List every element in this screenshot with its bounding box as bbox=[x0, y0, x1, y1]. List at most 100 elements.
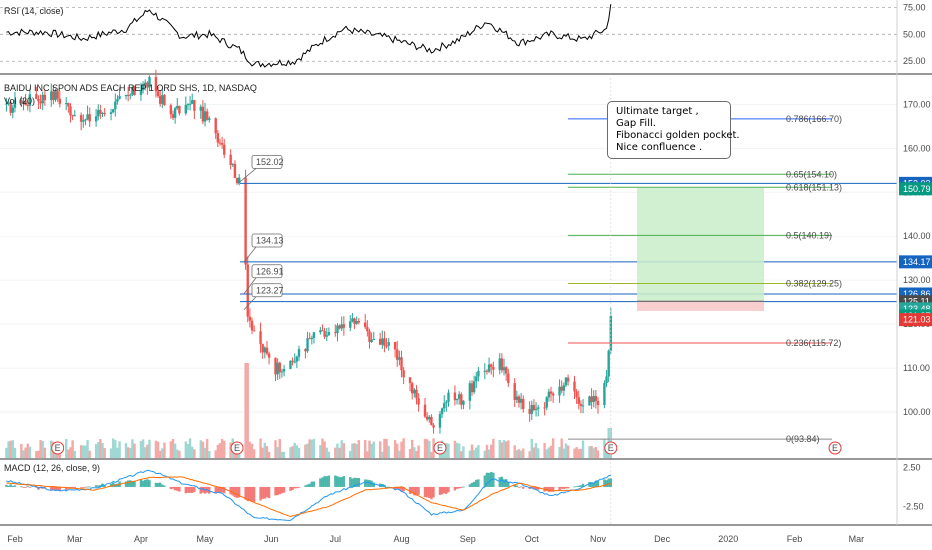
price-callout[interactable]: 152.02 bbox=[237, 155, 284, 184]
annotation-callout[interactable]: Ultimate target , Gap Fill. Fibonacci go… bbox=[607, 101, 740, 159]
macd-histogram-bar bbox=[58, 486, 61, 491]
price-tick-label: 130.00 bbox=[903, 275, 931, 285]
macd-histogram-bar bbox=[398, 486, 401, 490]
candle-body bbox=[289, 360, 292, 369]
fib-level-label: 0(93.84) bbox=[786, 434, 820, 444]
annotation-line-2: Gap Fill. bbox=[616, 118, 656, 129]
macd-histogram-bar bbox=[5, 484, 8, 487]
candle-body bbox=[372, 338, 375, 340]
volume-bar bbox=[423, 438, 427, 458]
earnings-circle bbox=[433, 441, 447, 455]
macd-histogram-bar bbox=[156, 482, 160, 487]
volume-bar bbox=[483, 450, 487, 458]
volume-bar bbox=[114, 440, 117, 458]
volume-bar bbox=[425, 439, 429, 458]
volume-bar bbox=[547, 447, 551, 458]
candle-body bbox=[485, 370, 489, 372]
candle-body bbox=[244, 177, 247, 265]
candle-body bbox=[609, 315, 613, 351]
candle-body bbox=[141, 84, 145, 90]
time-axis-label: Sep bbox=[460, 534, 476, 544]
candle-body bbox=[26, 105, 29, 107]
candle-body bbox=[355, 321, 358, 324]
macd-histogram-bar bbox=[423, 486, 427, 498]
macd-histogram-bar bbox=[161, 484, 164, 487]
volume-bar bbox=[430, 451, 433, 458]
candle-body bbox=[515, 396, 519, 400]
volume-bar bbox=[575, 447, 578, 458]
macd-histogram-bar bbox=[141, 480, 145, 487]
volume-bar bbox=[592, 448, 595, 458]
volume-bar bbox=[323, 441, 326, 458]
earnings-marker[interactable]: E bbox=[51, 441, 65, 455]
candle-body bbox=[596, 400, 600, 405]
price-callout-pointer bbox=[243, 277, 257, 295]
volume-bar bbox=[50, 440, 53, 458]
volume-bar bbox=[41, 440, 44, 458]
macd-histogram-bar bbox=[26, 486, 29, 487]
volume-bar bbox=[304, 444, 307, 458]
earnings-circle bbox=[230, 441, 244, 455]
candle-body bbox=[191, 100, 194, 104]
candle-body bbox=[54, 91, 57, 101]
macd-histogram-bar bbox=[349, 477, 352, 487]
candle-body bbox=[88, 114, 91, 122]
candle-body bbox=[231, 163, 234, 165]
macd-histogram-bar bbox=[603, 479, 606, 487]
candle-body bbox=[261, 344, 264, 353]
macd-histogram-bar bbox=[191, 486, 194, 493]
volume-bar bbox=[144, 447, 147, 458]
candle-body bbox=[513, 383, 516, 400]
volume-bar bbox=[500, 442, 504, 458]
macd-histogram-bar bbox=[340, 477, 343, 487]
time-axis[interactable]: Feb Mar Apr May Jun Jul Aug Sep Oct Nov Dec 2020 Feb… bbox=[7, 534, 864, 544]
macd-histogram-bar bbox=[477, 479, 480, 487]
candle-body bbox=[41, 94, 44, 104]
earnings-marker[interactable]: E bbox=[828, 441, 842, 455]
macd-histogram-bar bbox=[440, 486, 444, 495]
volume-bar bbox=[596, 450, 600, 458]
earnings-marker[interactable]: E bbox=[433, 441, 447, 455]
earnings-letter: E bbox=[234, 443, 240, 453]
macd-histogram-bar bbox=[560, 486, 563, 489]
price-callout[interactable]: 123.27 bbox=[243, 283, 284, 311]
candle-body bbox=[71, 115, 74, 117]
volume-bar bbox=[530, 438, 533, 458]
target-zone[interactable] bbox=[637, 187, 764, 302]
volume-bar bbox=[223, 440, 226, 458]
candle-body bbox=[310, 338, 314, 340]
macd-histogram-bar bbox=[515, 485, 519, 487]
candle-body bbox=[530, 404, 533, 414]
macd-histogram-bar bbox=[129, 480, 132, 487]
candle-body bbox=[295, 356, 299, 362]
candle-body bbox=[423, 404, 427, 417]
candle-body bbox=[280, 371, 284, 373]
macd-histogram-bar bbox=[20, 486, 23, 488]
volume-bar bbox=[549, 445, 553, 458]
price-callout[interactable]: 134.13 bbox=[243, 233, 284, 263]
macd-title: MACD (12, 26, close, 9) bbox=[4, 463, 100, 473]
volume-bar bbox=[7, 441, 10, 458]
candle-body bbox=[383, 338, 386, 346]
price-callout-box bbox=[251, 155, 283, 169]
volume-bar bbox=[156, 441, 160, 458]
earnings-marker[interactable]: E bbox=[230, 441, 244, 455]
macd-histogram-bar bbox=[235, 486, 239, 498]
macd-histogram-bar bbox=[483, 475, 487, 487]
candle-body bbox=[364, 322, 367, 328]
fib-level-label: 0.618(151.13) bbox=[786, 182, 842, 192]
volume-bar bbox=[97, 442, 100, 458]
candle-body bbox=[139, 89, 143, 95]
candle-body bbox=[558, 386, 561, 396]
price-callout[interactable]: 126.91 bbox=[243, 264, 284, 295]
volume-bar bbox=[408, 448, 412, 458]
volume-bar bbox=[214, 450, 217, 458]
volume-bar bbox=[310, 439, 314, 458]
candle-body bbox=[368, 331, 371, 342]
stop-zone[interactable] bbox=[637, 301, 764, 311]
volume-bar bbox=[88, 450, 91, 458]
candle-body bbox=[184, 104, 188, 114]
macd-histogram-bar bbox=[73, 486, 76, 489]
volume-bar bbox=[11, 440, 15, 458]
